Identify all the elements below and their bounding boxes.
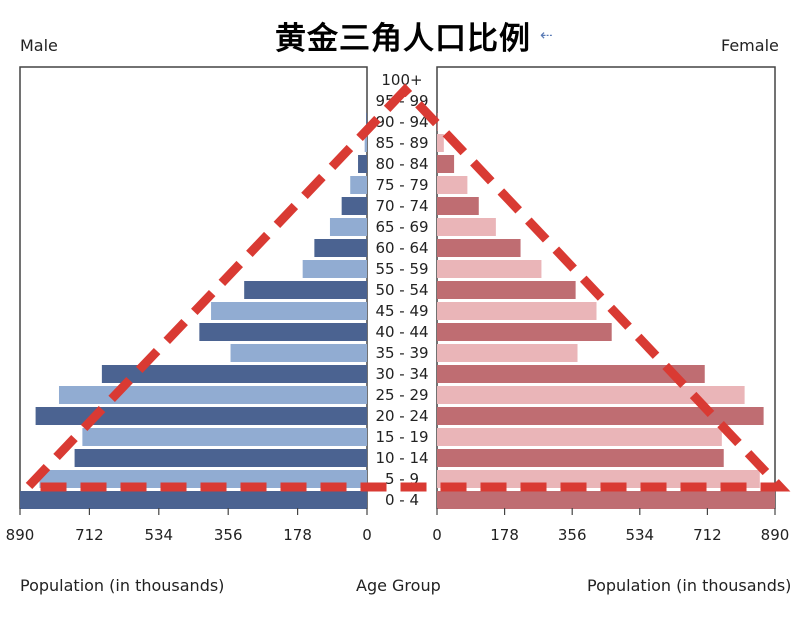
male-bar (329, 218, 367, 236)
male-bar (230, 344, 367, 362)
age-group-label: 30 - 34 (375, 365, 428, 383)
female-tick-label: 356 (558, 526, 587, 544)
female-bar (437, 260, 542, 278)
male-bar (302, 260, 367, 278)
male-bars (20, 113, 368, 509)
axis-ticks: 890 712 534 356 178 0 0 178 356 534 712 890 (6, 508, 790, 544)
female-tick-label: 0 (432, 526, 442, 544)
male-bar (82, 428, 367, 446)
female-bar (437, 428, 722, 446)
female-label: Female (721, 36, 779, 55)
age-group-label: 45 - 49 (375, 302, 428, 320)
male-bar (358, 155, 367, 173)
male-tick-label: 890 (6, 526, 35, 544)
female-bar (437, 470, 760, 488)
male-bar (244, 281, 367, 299)
dashed-triangle (17, 83, 791, 492)
female-tick-label: 712 (693, 526, 722, 544)
age-group-label: 15 - 19 (375, 428, 428, 446)
age-group-label: 90 - 94 (375, 113, 428, 131)
male-tick-label: 178 (283, 526, 312, 544)
female-bar (437, 281, 576, 299)
female-tick-label: 178 (490, 526, 519, 544)
male-bar (74, 449, 368, 467)
x-axis-label-right: Population (in thousands) (587, 576, 792, 595)
female-bar (437, 449, 724, 467)
male-bar (350, 176, 367, 194)
female-bar (437, 197, 479, 215)
male-bar (101, 365, 367, 383)
male-tick-label: 0 (362, 526, 372, 544)
male-bar (20, 491, 367, 509)
age-group-label: 40 - 44 (375, 323, 428, 341)
male-bar (211, 302, 367, 320)
triangle-overlay (17, 83, 791, 492)
age-group-label: 10 - 14 (375, 449, 428, 467)
male-bar (341, 197, 367, 215)
female-bar (437, 407, 764, 425)
female-bar (437, 134, 444, 152)
female-bars (437, 113, 775, 509)
age-group-label: 65 - 69 (375, 218, 428, 236)
male-bar (364, 134, 367, 152)
age-group-label: 55 - 59 (375, 260, 428, 278)
male-label: Male (20, 36, 58, 55)
age-group-label: 80 - 84 (375, 155, 428, 173)
female-bar (437, 218, 496, 236)
age-group-label: 35 - 39 (375, 344, 428, 362)
male-bar (35, 407, 367, 425)
male-bar (199, 323, 367, 341)
chart-title: 黄金三角人口比例 (252, 6, 554, 64)
x-axis-label-left: Population (in thousands) (20, 576, 225, 595)
male-tick-label: 534 (144, 526, 173, 544)
age-group-label: 50 - 54 (375, 281, 428, 299)
age-group-label: 20 - 24 (375, 407, 428, 425)
female-bar (437, 176, 468, 194)
male-bar (58, 386, 367, 404)
age-group-label: 25 - 29 (375, 386, 428, 404)
age-group-label: 70 - 74 (375, 197, 428, 215)
age-group-label: 60 - 64 (375, 239, 428, 257)
female-bar (437, 323, 612, 341)
female-bar (437, 491, 775, 509)
female-tick-label: 890 (761, 526, 790, 544)
female-bar (437, 386, 745, 404)
female-tick-label: 534 (625, 526, 654, 544)
age-group-label: 85 - 89 (375, 134, 428, 152)
x-axis-label-center: Age Group (356, 576, 441, 595)
age-group-label: 75 - 79 (375, 176, 428, 194)
female-bar (437, 302, 597, 320)
age-group-label: 100+ (381, 71, 422, 89)
female-bar (437, 365, 705, 383)
age-group-label: 0 - 4 (385, 491, 419, 509)
male-tick-label: 356 (214, 526, 243, 544)
male-tick-label: 712 (75, 526, 104, 544)
male-bar (314, 239, 367, 257)
female-bar (437, 344, 578, 362)
male-bar (366, 113, 367, 131)
female-bar (437, 155, 455, 173)
female-bar (437, 239, 521, 257)
arrow-icon: ⇠ (540, 26, 553, 44)
